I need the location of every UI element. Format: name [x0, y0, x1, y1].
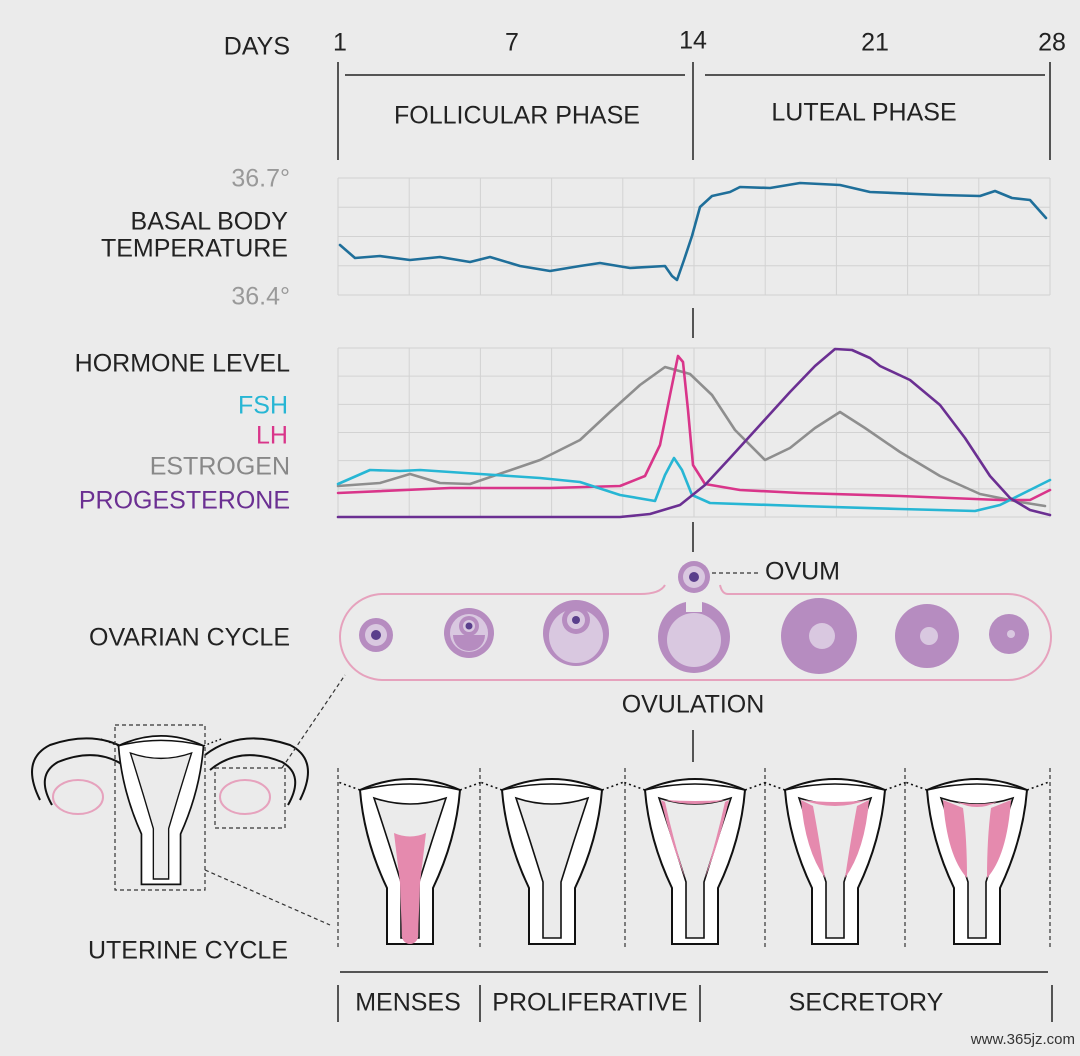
phase-label: LUTEAL PHASE	[771, 99, 956, 127]
ovulation-label: OVULATION	[622, 691, 765, 719]
legend-lh: LH	[256, 422, 288, 450]
temp-high: 36.7°	[231, 165, 290, 193]
progesterone-curve	[336, 347, 1052, 519]
day: 21	[861, 29, 889, 57]
lh-curve	[336, 354, 1052, 502]
day: 28	[1038, 29, 1066, 57]
temp-grid	[337, 177, 1051, 296]
ovum-label: OVUM	[765, 558, 840, 586]
phase-lines	[337, 62, 1051, 762]
hormone-title: HORMONE LEVEL	[75, 350, 290, 378]
temp-label: BASAL BODY	[131, 208, 289, 236]
hormone-grid	[337, 347, 1051, 518]
ovarian-pill	[339, 593, 1052, 681]
uterine-phase: SECRETORY	[789, 989, 944, 1017]
temp-low: 36.4°	[231, 283, 290, 311]
legend-progesterone: PROGESTERONE	[79, 487, 290, 515]
anatomy	[31, 674, 346, 926]
day: 14	[679, 27, 707, 55]
phase-label: FOLLICULAR PHASE	[394, 102, 640, 130]
watermark: www.365jz.com	[970, 1031, 1075, 1048]
day: 7	[505, 29, 519, 57]
uterine-phase: PROLIFERATIVE	[492, 989, 687, 1017]
ovum-connector	[639, 584, 729, 595]
uterine-timeline	[337, 971, 1053, 1022]
temp-label: TEMPERATURE	[101, 235, 288, 263]
temperature-curve	[338, 181, 1048, 282]
ovarian-label: OVARIAN CYCLE	[89, 624, 290, 652]
day: 1	[333, 29, 347, 57]
uterus-panels	[337, 778, 1050, 945]
days-label: DAYS	[224, 33, 290, 61]
legend-fsh: FSH	[238, 392, 288, 420]
uterine-phase: MENSES	[355, 989, 461, 1017]
estrogen-curve	[336, 365, 1047, 508]
legend-estrogen: ESTROGEN	[150, 453, 290, 481]
uterine-label: UTERINE CYCLE	[88, 937, 288, 965]
panel-dividers	[337, 768, 1051, 950]
fsh-curve	[336, 456, 1052, 513]
follicles	[359, 561, 1029, 674]
